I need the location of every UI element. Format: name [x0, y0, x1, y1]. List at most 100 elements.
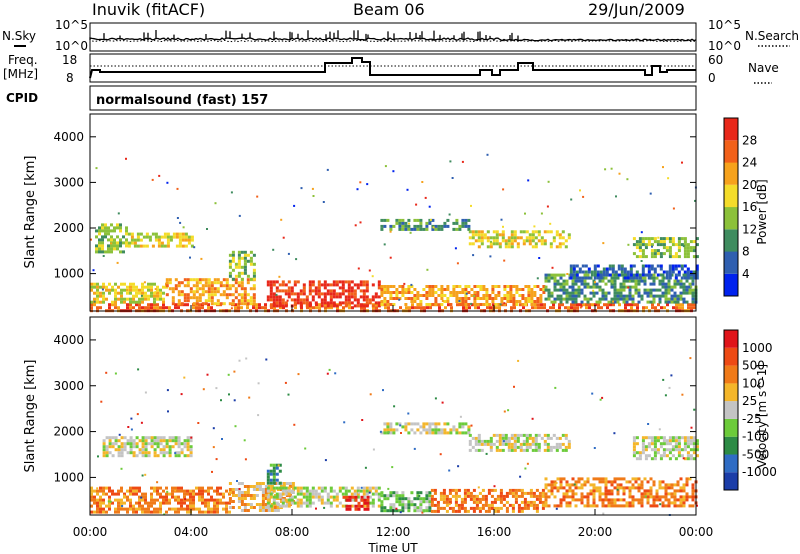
velocity-cell [567, 439, 571, 443]
velocity-cell [123, 448, 127, 452]
power-cell [249, 302, 253, 306]
velocity-cell [647, 442, 651, 446]
power-cell [450, 306, 453, 310]
velocity-cell [114, 436, 118, 440]
power-cell [461, 297, 465, 300]
power-cell [240, 293, 244, 297]
power-cell [261, 306, 264, 310]
power-cell [473, 303, 477, 306]
power-cell [477, 230, 481, 234]
power-cell [668, 273, 672, 277]
power-cell [632, 252, 636, 256]
velocity-cell [484, 503, 488, 507]
velocity-cell [535, 494, 539, 498]
power-cell [117, 297, 120, 301]
power-cell [177, 302, 181, 306]
velocity-cell [386, 422, 390, 426]
power-cell [184, 235, 188, 239]
power-cell [610, 282, 614, 286]
power-cell [177, 281, 181, 285]
velocity-cell [671, 448, 675, 452]
power-cell [135, 300, 138, 304]
power-cell [198, 299, 202, 303]
power-cell [605, 273, 609, 277]
power-cell [443, 294, 447, 297]
velocity-cell [380, 431, 384, 435]
power-cell [471, 233, 475, 237]
power-cell [99, 294, 102, 298]
velocity-cell [692, 442, 696, 446]
velocity-cell [631, 477, 635, 481]
velocity-cell [477, 442, 481, 446]
power-cell [179, 221, 182, 224]
power-cell [473, 291, 477, 294]
power-cell [527, 297, 531, 300]
power-cell [549, 222, 552, 225]
power-cell [383, 297, 387, 300]
velocity-cell [320, 489, 324, 493]
power-cell [653, 249, 657, 253]
velocity-cell [499, 488, 503, 492]
velocity-cell [682, 489, 686, 493]
velocity-cell [299, 501, 303, 505]
power-cell [664, 291, 668, 295]
power-cell [650, 255, 654, 259]
power-cell [431, 288, 435, 291]
velocity-cell [389, 428, 393, 432]
velocity-cell [568, 489, 572, 493]
velocity-cell [484, 497, 488, 501]
power-cell [626, 276, 630, 280]
velocity-cell [501, 442, 505, 446]
power-cell [655, 276, 659, 280]
velocity-cell [135, 436, 139, 440]
velocity-cell [150, 445, 154, 449]
colorbar-swatch [724, 251, 738, 274]
velocity-cell [380, 503, 384, 507]
power-cell [389, 297, 393, 300]
velocity-cell [105, 504, 108, 508]
power-cell [618, 303, 621, 307]
power-cell [537, 306, 540, 310]
power-cell [410, 300, 414, 303]
power-cell [673, 297, 677, 301]
velocity-cell [105, 510, 108, 514]
power-cell [240, 287, 244, 291]
velocity-cell [668, 386, 671, 389]
velocity-cell [689, 439, 693, 443]
velocity-cell [389, 431, 393, 435]
velocity-cell [308, 498, 312, 502]
velocity-cell [93, 510, 96, 514]
velocity-cell [552, 433, 556, 437]
velocity-cell [573, 483, 576, 486]
velocity-cell [416, 422, 420, 426]
power-cell [117, 212, 120, 215]
power-cell [93, 291, 96, 295]
velocity-cell [685, 498, 689, 502]
velocity-cell [480, 442, 484, 446]
velocity-cell [510, 442, 514, 446]
power-cell [516, 236, 520, 240]
velocity-cell [561, 442, 565, 446]
power-cell [595, 291, 599, 295]
velocity-cell [245, 357, 248, 360]
power-cell [243, 299, 247, 303]
velocity-cell [535, 503, 539, 507]
velocity-cell [272, 501, 276, 505]
power-cell [350, 289, 354, 293]
power-cell [350, 292, 354, 296]
power-cell [631, 285, 635, 289]
power-cell [524, 303, 528, 306]
velocity-cell [118, 433, 121, 436]
velocity-cell [449, 428, 453, 432]
power-cell [559, 273, 563, 277]
velocity-cell [287, 393, 290, 396]
velocity-cell [276, 506, 280, 509]
velocity-cell [401, 509, 405, 513]
power-cell [398, 297, 402, 300]
velocity-cell [638, 454, 642, 458]
power-cell [577, 294, 581, 298]
velocity-cell [159, 439, 163, 443]
velocity-cell [99, 504, 102, 508]
velocity-cell [215, 387, 218, 390]
velocity-cell [407, 503, 411, 507]
